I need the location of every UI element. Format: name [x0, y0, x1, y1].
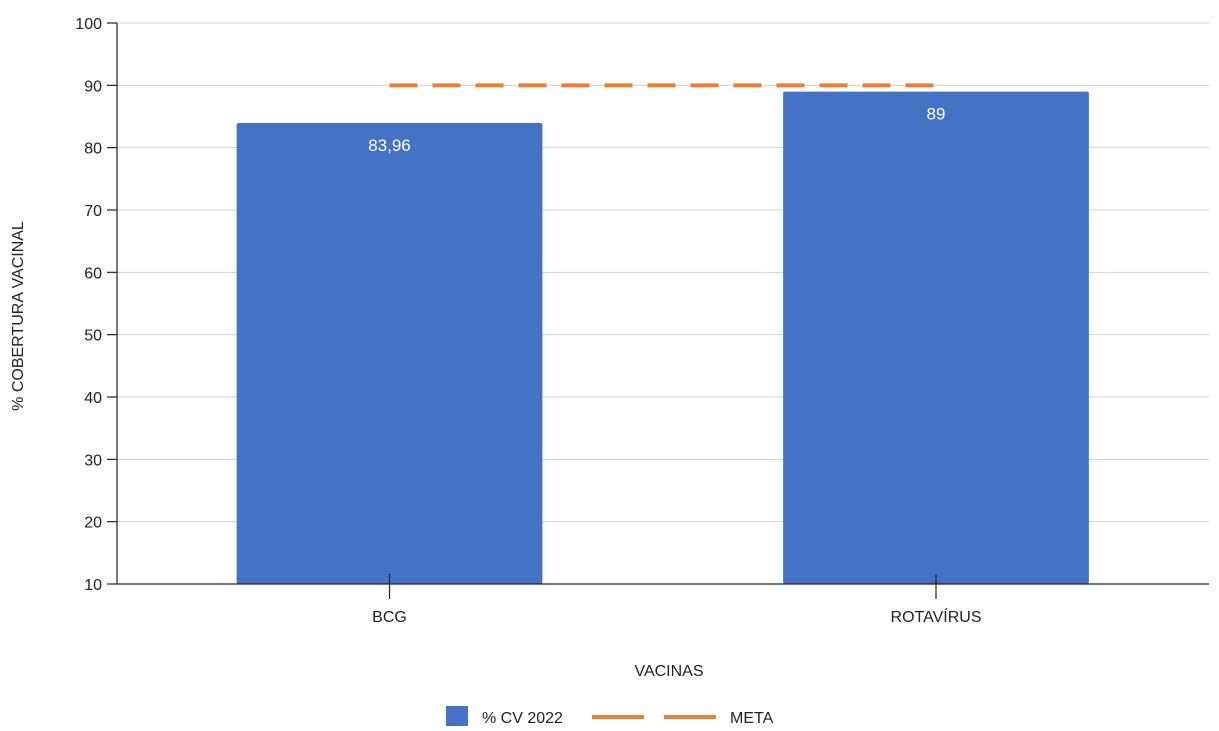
y-tick-label: 100	[75, 16, 102, 33]
y-tick-label: 50	[84, 328, 102, 345]
data-label: 89	[927, 105, 946, 124]
y-tick-label: 70	[84, 203, 102, 220]
legend-label: META	[730, 710, 774, 726]
y-tick-label: 10	[84, 577, 102, 594]
y-tick-label: 20	[84, 515, 102, 532]
legend: % CV 2022 META	[446, 706, 774, 728]
y-tick-label: 80	[84, 141, 102, 158]
legend-swatch-bar	[446, 706, 468, 728]
y-tick-label: 60	[84, 265, 102, 282]
data-labels: 83,96 89	[368, 105, 945, 155]
y-tick-label: 30	[84, 452, 102, 469]
bar-rotav-rus	[783, 91, 1089, 585]
x-tick-label: ROTAVÍRUS	[891, 607, 982, 626]
y-axis-title: % COBERTURA VACINAL	[10, 221, 27, 411]
y-tick-label: 40	[84, 390, 102, 407]
axes: 10 20 30 40 50 60 70 80 90 100 BCG ROTAVÍRUS	[75, 16, 1209, 626]
x-axis-title: VACINAS	[634, 663, 703, 680]
bars	[236, 91, 1089, 585]
bar-bcg	[236, 122, 543, 584]
data-label: 83,96	[368, 136, 411, 155]
y-tick-label: 90	[84, 78, 102, 95]
legend-label: % CV 2022	[482, 710, 563, 726]
x-tick-label: BCG	[372, 609, 407, 626]
